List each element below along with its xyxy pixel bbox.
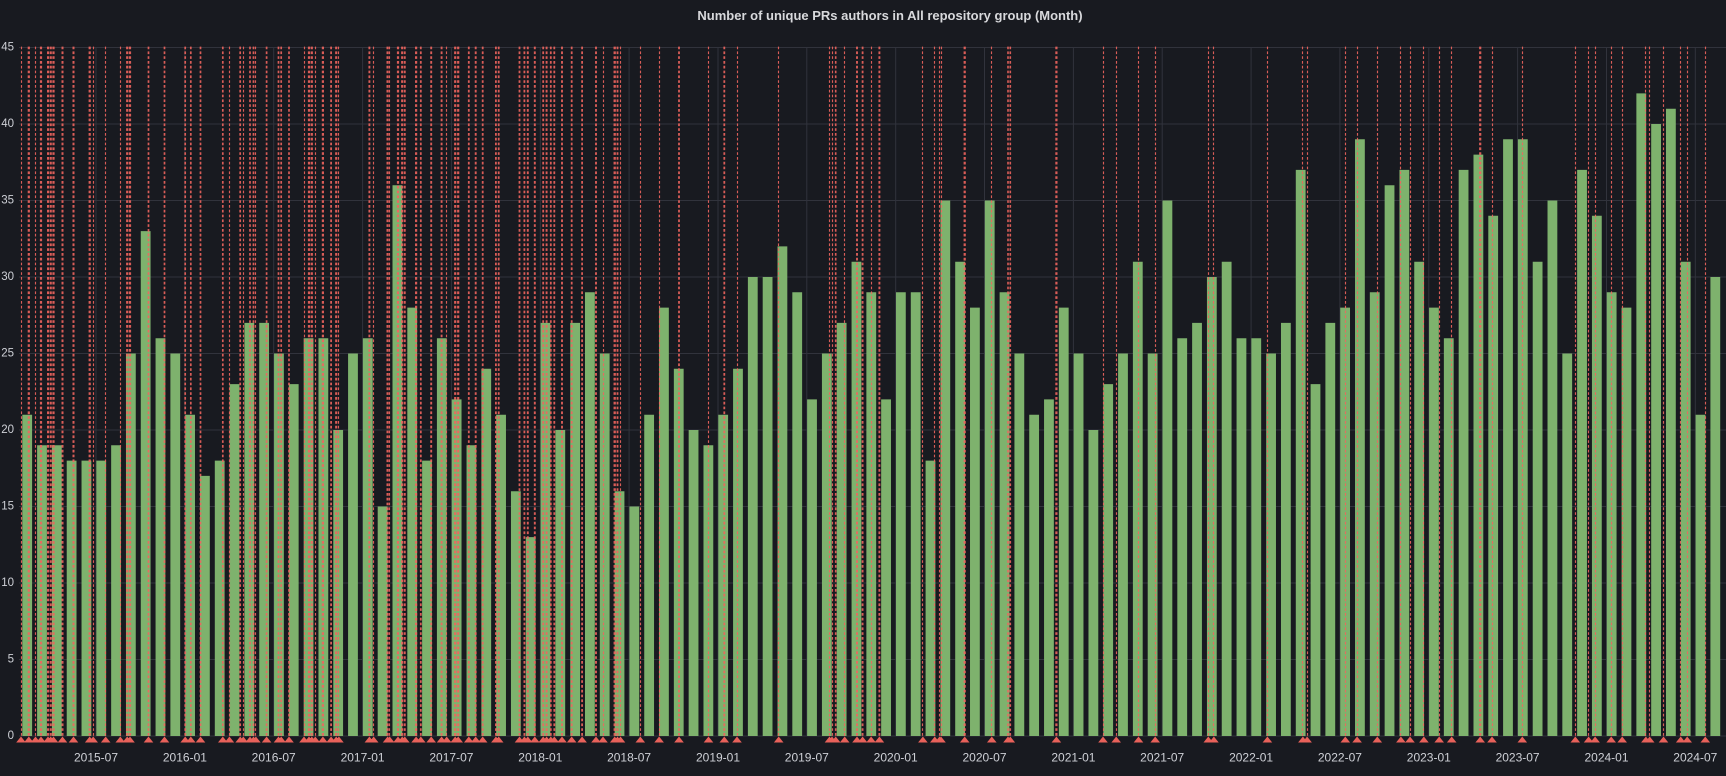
svg-text:30: 30 — [1, 271, 14, 283]
svg-text:2019-07: 2019-07 — [785, 751, 829, 765]
svg-text:2016-01: 2016-01 — [163, 751, 207, 765]
svg-text:40: 40 — [1, 118, 14, 130]
svg-text:45: 45 — [1, 42, 14, 54]
svg-text:2022-01: 2022-01 — [1229, 751, 1273, 765]
svg-text:2015-07: 2015-07 — [74, 751, 118, 765]
svg-text:25: 25 — [1, 348, 14, 360]
svg-text:2017-01: 2017-01 — [341, 751, 385, 765]
svg-text:15: 15 — [1, 501, 14, 513]
svg-text:20: 20 — [1, 424, 14, 436]
svg-text:35: 35 — [1, 195, 14, 207]
svg-text:2022-07: 2022-07 — [1318, 751, 1362, 765]
svg-text:2019-01: 2019-01 — [696, 751, 740, 765]
svg-text:2024-01: 2024-01 — [1584, 751, 1628, 765]
svg-text:2020-01: 2020-01 — [874, 751, 918, 765]
svg-text:0: 0 — [8, 730, 14, 742]
svg-text:10: 10 — [1, 577, 14, 589]
svg-text:2018-01: 2018-01 — [518, 751, 562, 765]
svg-text:5: 5 — [8, 654, 14, 666]
svg-text:Number of unique PRs authors i: Number of unique PRs authors in All repo… — [697, 8, 1082, 23]
svg-text:2018-07: 2018-07 — [607, 751, 651, 765]
svg-text:2020-07: 2020-07 — [962, 751, 1006, 765]
svg-text:2016-07: 2016-07 — [252, 751, 296, 765]
svg-text:2023-01: 2023-01 — [1407, 751, 1451, 765]
svg-text:2023-07: 2023-07 — [1496, 751, 1540, 765]
svg-text:2021-07: 2021-07 — [1140, 751, 1184, 765]
svg-text:2021-01: 2021-01 — [1051, 751, 1095, 765]
svg-text:2024-07: 2024-07 — [1673, 751, 1717, 765]
svg-text:2017-07: 2017-07 — [429, 751, 473, 765]
